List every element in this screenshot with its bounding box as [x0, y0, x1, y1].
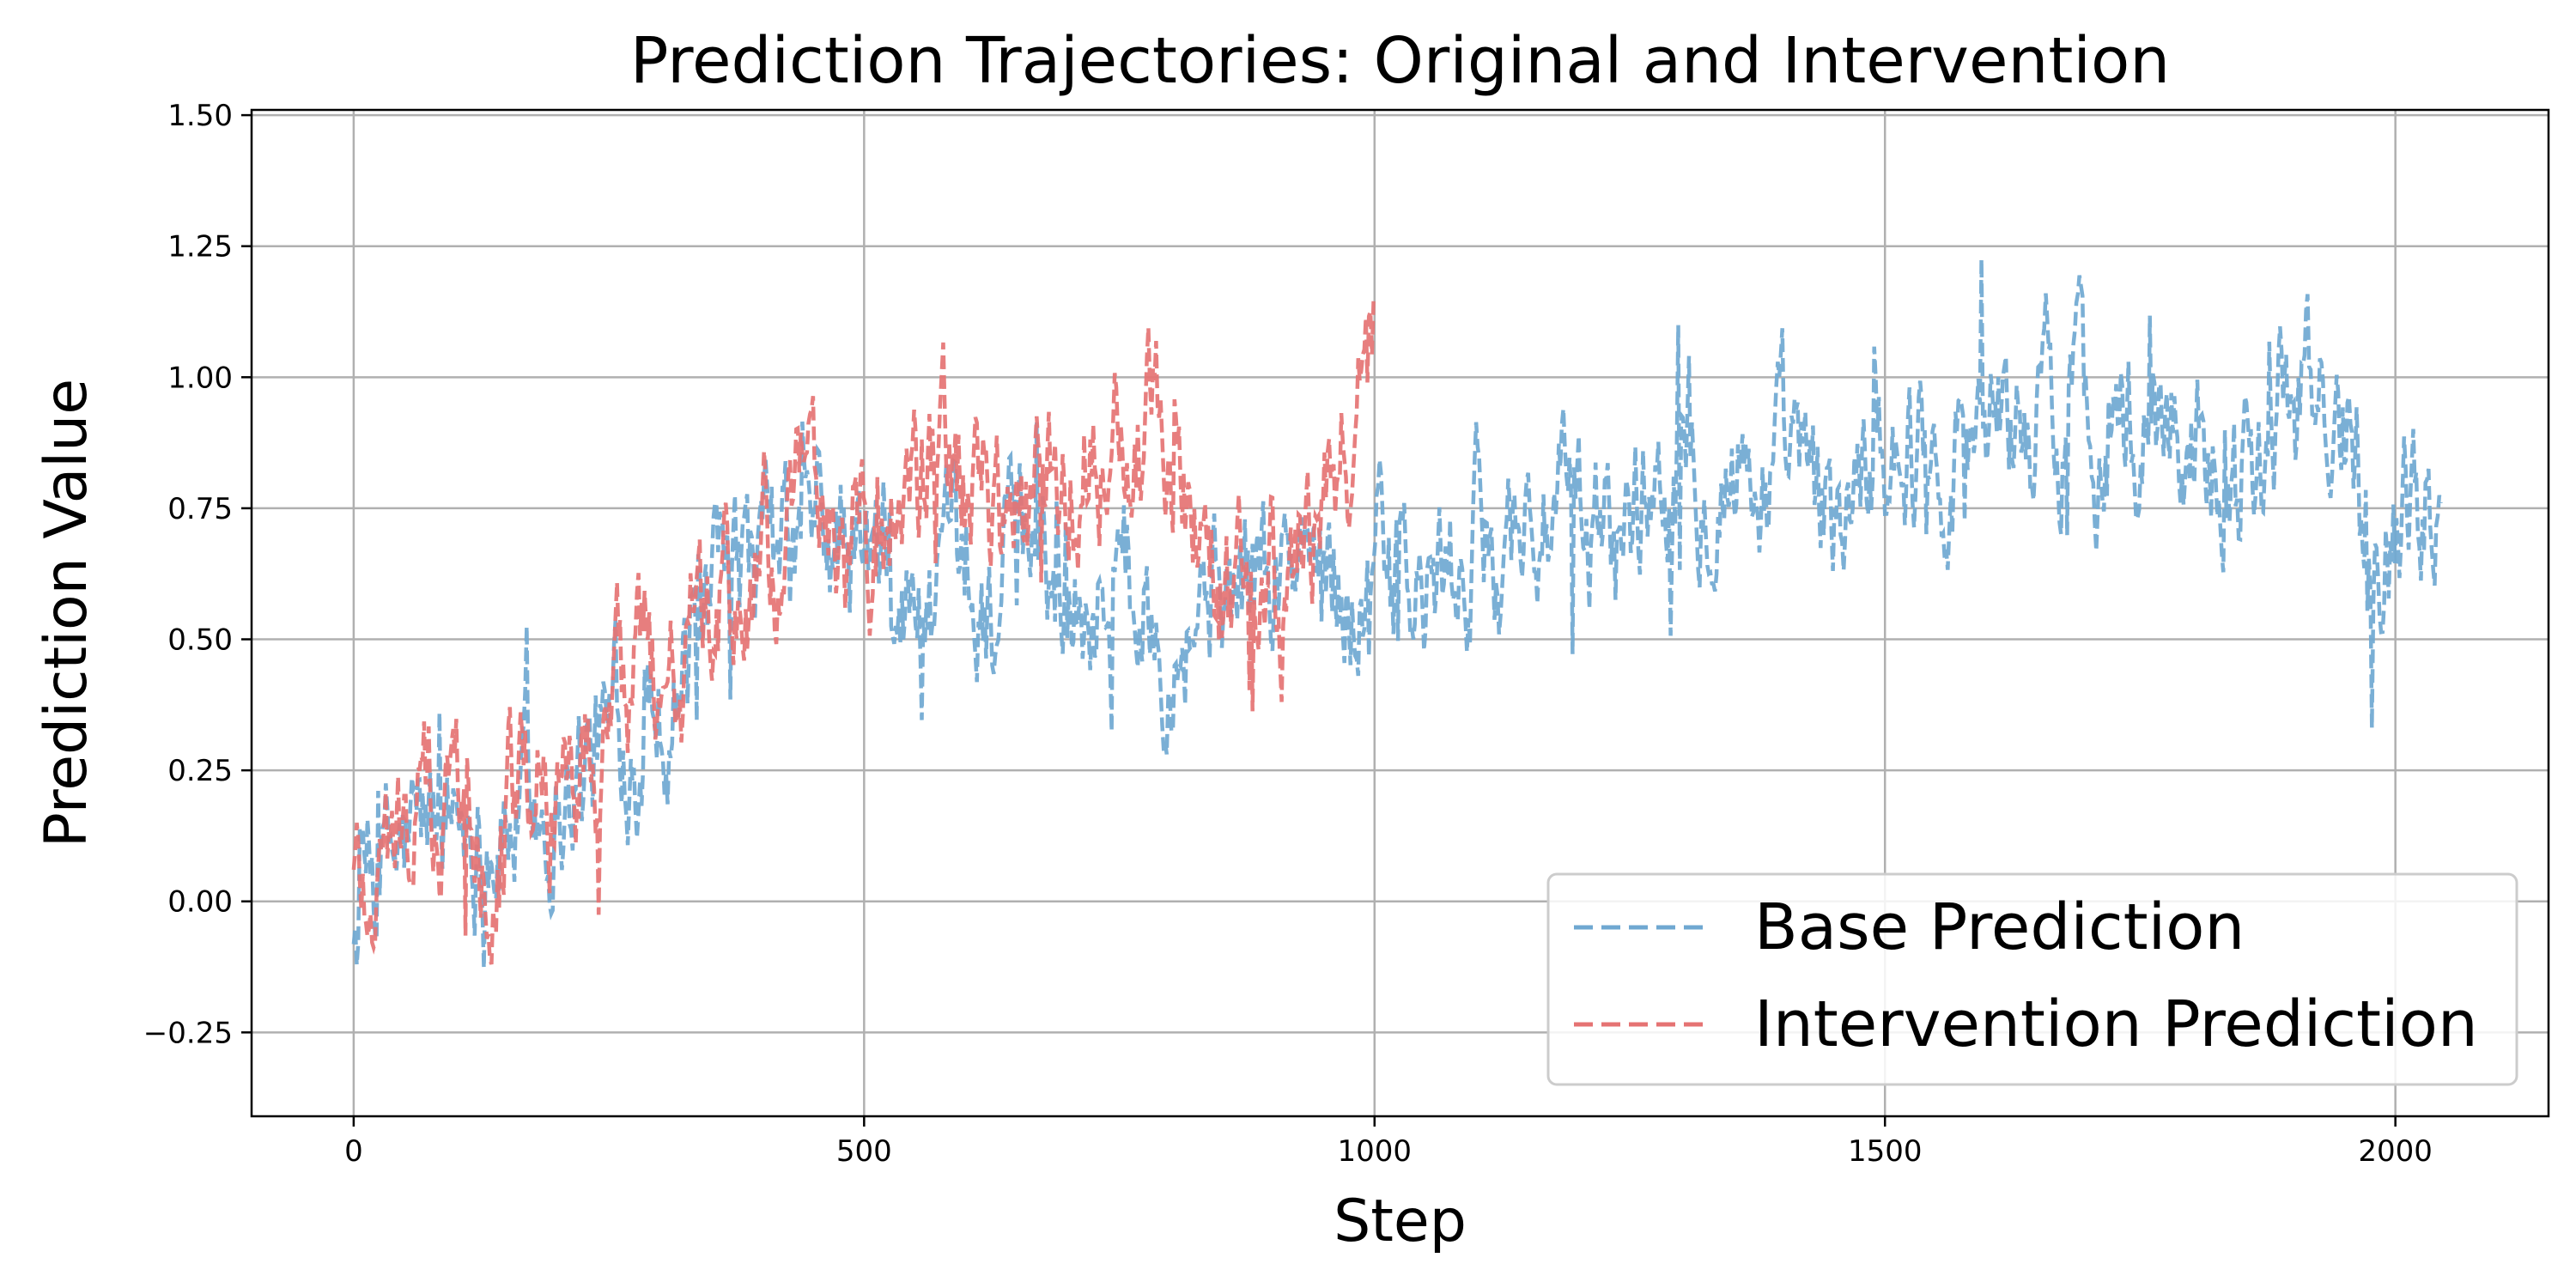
series-layer — [351, 258, 2443, 969]
legend: Base Prediction Intervention Prediction — [1546, 872, 2518, 1086]
legend-label-base: Base Prediction — [1754, 890, 2245, 964]
y-tick-label: 0.50 — [167, 623, 233, 658]
y-tick-label: −0.25 — [143, 1016, 233, 1050]
y-tick-label: 1.50 — [167, 99, 233, 133]
x-tick-label: 1500 — [1848, 1134, 1923, 1169]
x-tick-label: 500 — [836, 1134, 892, 1169]
y-tick-label: 0.00 — [167, 885, 233, 920]
x-tick-label: 0 — [344, 1134, 363, 1169]
grid — [252, 110, 2549, 1116]
y-tick-label: 0.25 — [167, 754, 233, 788]
ticks: 0 500 1000 1500 2000 −0.25 0.00 0.25 0.50 0.75 1.0… — [143, 99, 2433, 1169]
series-line-intervention — [351, 301, 1376, 965]
y-tick-label: 1.25 — [167, 230, 233, 264]
y-axis-label: Prediction Value — [33, 379, 100, 848]
series-line-base — [351, 258, 2443, 969]
x-tick-label: 1000 — [1338, 1134, 1413, 1169]
y-tick-label: 0.75 — [167, 492, 233, 526]
legend-label-intervention: Intervention Prediction — [1754, 987, 2478, 1061]
plot-frame — [250, 108, 2550, 1118]
chart-title: Prediction Trajectories: Original and In… — [630, 24, 2170, 98]
y-tick-label: 1.00 — [167, 361, 233, 395]
x-axis-label: Step — [1334, 1188, 1467, 1255]
legend-box — [1546, 872, 2518, 1086]
x-tick-label: 2000 — [2358, 1134, 2433, 1169]
